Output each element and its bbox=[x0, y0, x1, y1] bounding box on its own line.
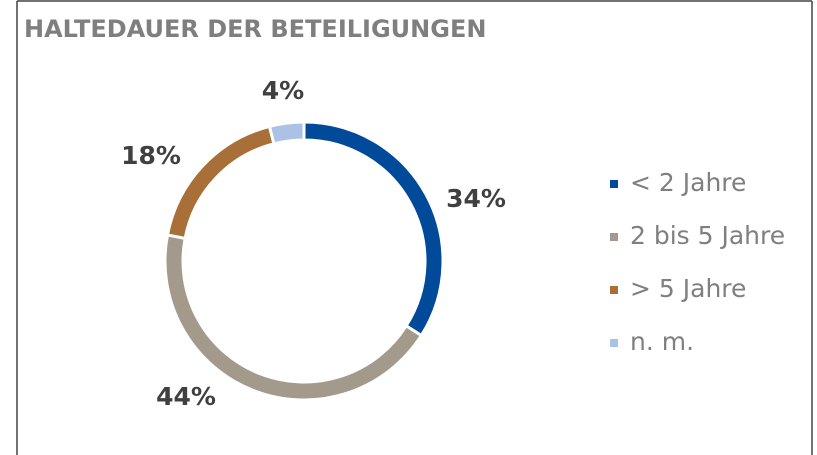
legend-swatch bbox=[610, 233, 618, 241]
legend-swatch bbox=[610, 180, 618, 188]
donut-segment bbox=[165, 124, 276, 241]
data-label: 18% bbox=[121, 141, 181, 170]
legend-swatch bbox=[610, 286, 618, 294]
donut-segment bbox=[163, 233, 424, 402]
data-label: 34% bbox=[446, 184, 506, 213]
legend-swatch bbox=[610, 339, 618, 347]
chart-title: HALTEDAUER DER BETEILIGUNGEN bbox=[24, 15, 486, 43]
donut-segment bbox=[267, 120, 306, 146]
donut-segment bbox=[302, 120, 445, 338]
data-label: 4% bbox=[262, 76, 304, 105]
legend-label: < 2 Jahre bbox=[630, 168, 746, 197]
legend-label: 2 bis 5 Jahre bbox=[630, 221, 785, 250]
legend-label: n. m. bbox=[630, 327, 694, 356]
data-label: 44% bbox=[156, 382, 216, 411]
legend-label: > 5 Jahre bbox=[630, 274, 746, 303]
